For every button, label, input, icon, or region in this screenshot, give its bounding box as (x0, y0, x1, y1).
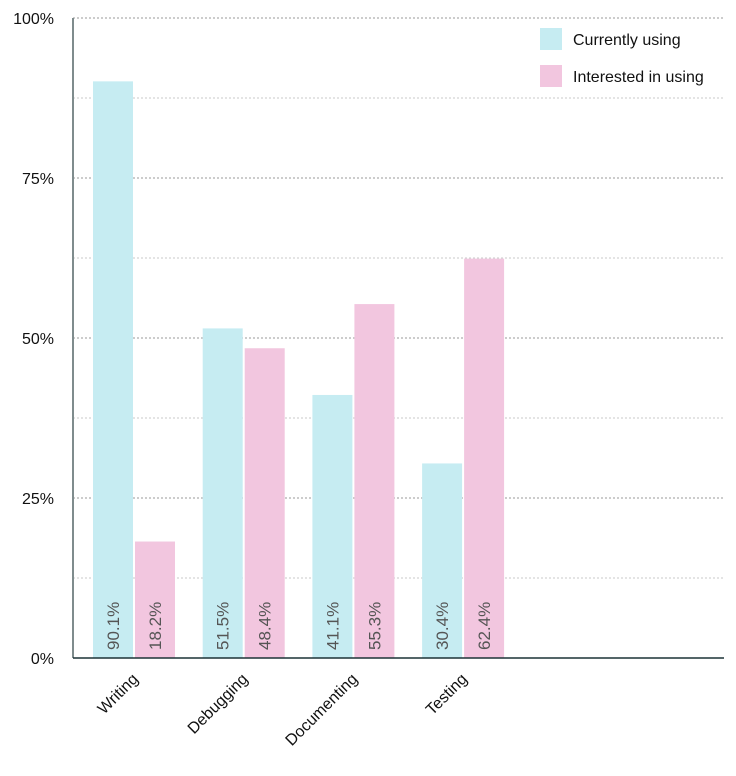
data-label: 62.4% (475, 602, 494, 650)
bar-currently-using-documenting (312, 394, 353, 658)
x-tick-label: Documenting (283, 671, 362, 750)
legend-swatch (540, 65, 562, 87)
y-tick-label: 25% (22, 491, 54, 508)
data-label: 41.1% (323, 602, 342, 650)
data-label: 30.4% (433, 602, 452, 650)
bar-interested-testing (464, 258, 505, 658)
legend-swatch (540, 28, 562, 50)
legend-label: Currently using (573, 32, 681, 49)
x-tick-label: Debugging (185, 671, 252, 738)
y-tick-label: 0% (31, 651, 54, 668)
data-label: 51.5% (214, 602, 233, 650)
data-label: 55.3% (365, 602, 384, 650)
bar-interested-documenting (354, 304, 395, 658)
legend-label: Interested in using (573, 69, 704, 86)
data-label: 18.2% (146, 602, 165, 650)
y-tick-label: 50% (22, 331, 54, 348)
y-tick-label: 100% (13, 11, 54, 28)
bar-interested-writing (135, 541, 175, 658)
bar-currently-using-debugging (202, 328, 243, 658)
bar-currently-using-writing (93, 81, 133, 659)
bar-interested-debugging (244, 348, 285, 658)
y-tick-label: 75% (22, 171, 54, 188)
bar-currently-using-testing (422, 463, 463, 658)
x-tick-label: Writing (95, 671, 142, 718)
data-label: 48.4% (256, 602, 275, 650)
data-label: 90.1% (104, 602, 123, 650)
x-tick-label: Testing (423, 671, 471, 719)
